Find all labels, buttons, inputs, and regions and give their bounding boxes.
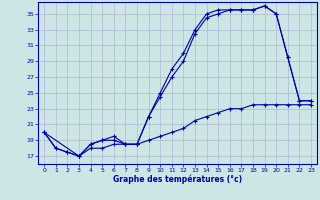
X-axis label: Graphe des températures (°c): Graphe des températures (°c) [113,175,242,184]
